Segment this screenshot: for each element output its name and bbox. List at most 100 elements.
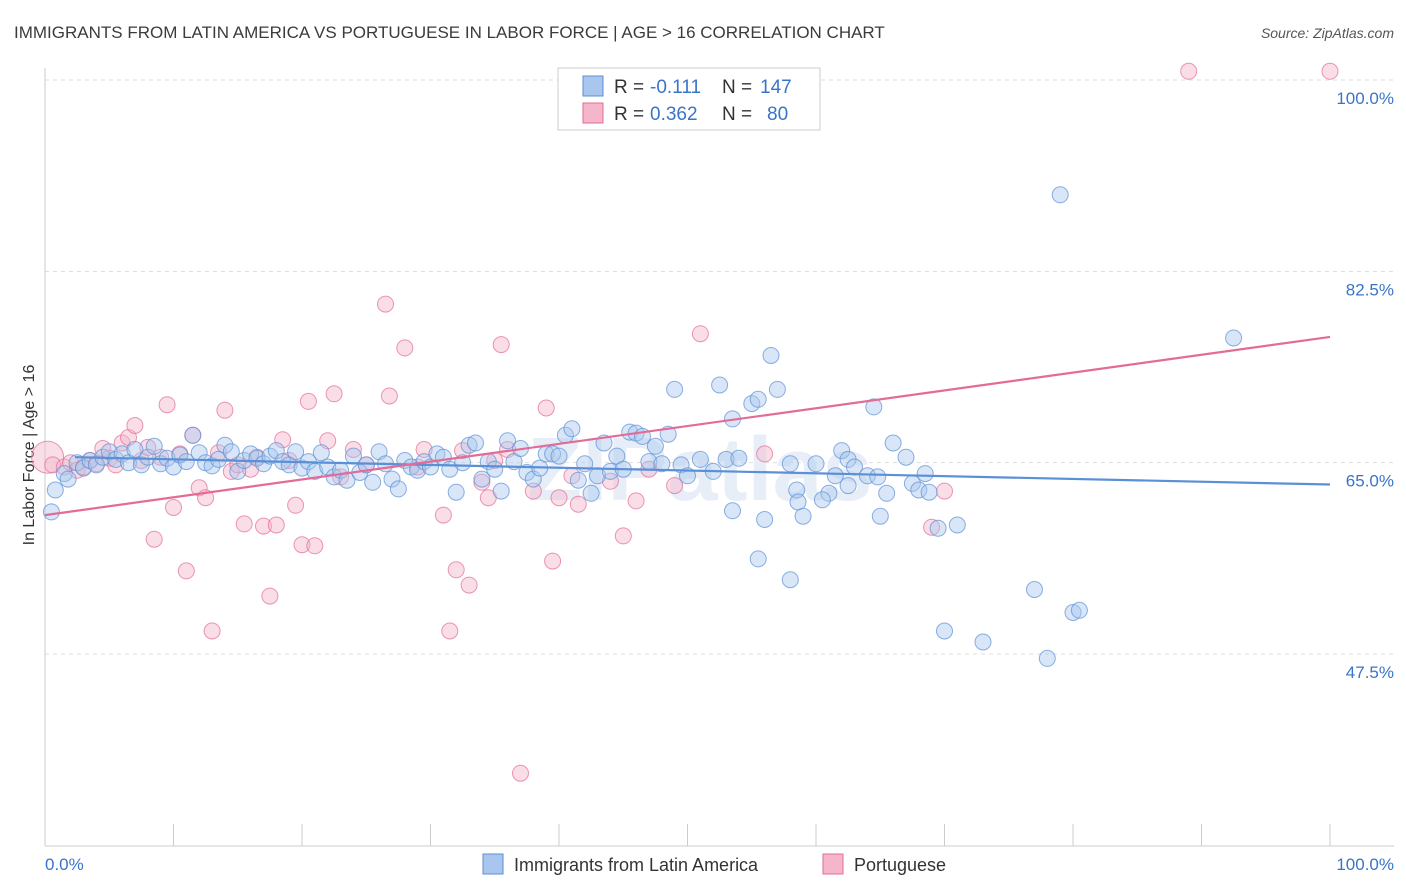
point-blue-103 xyxy=(717,450,735,468)
point-pink-65 xyxy=(544,552,562,570)
point-pink-53 xyxy=(441,622,459,640)
point-blue-74 xyxy=(518,464,536,481)
grid-lines xyxy=(45,79,1394,655)
point-pink-47 xyxy=(377,295,394,313)
point-blue-142 xyxy=(839,477,857,495)
point-blue-124 xyxy=(884,434,902,452)
point-blue-117 xyxy=(833,442,851,460)
point-blue-78 xyxy=(544,445,562,463)
point-pink-75 xyxy=(923,518,941,536)
point-blue-25 xyxy=(203,457,221,475)
point-pink-56 xyxy=(460,576,478,594)
point-blue-75 xyxy=(524,470,542,488)
point-blue-129 xyxy=(929,519,947,537)
bottom-legend-swatch-pink xyxy=(822,853,844,875)
y-axis-label: In Labor Force | Age > 16 xyxy=(21,365,38,546)
point-pink-76 xyxy=(936,482,953,500)
point-blue-49 xyxy=(357,456,375,474)
point-blue-95 xyxy=(653,455,671,473)
legend-box: R = -0.111 N = 147 R = 0.362 N = 80 xyxy=(557,67,821,131)
point-pink-38 xyxy=(287,496,305,514)
point-blue-98 xyxy=(672,456,690,474)
point-pink-30 xyxy=(235,515,253,533)
point-pink-0 xyxy=(31,440,65,474)
point-blue-65 xyxy=(460,436,478,454)
point-blue-105 xyxy=(730,449,748,467)
point-blue-140 xyxy=(781,571,799,589)
point-blue-122 xyxy=(871,507,889,525)
point-pink-37 xyxy=(280,452,298,469)
point-pink-19 xyxy=(165,499,182,516)
point-pink-18 xyxy=(158,396,176,414)
trend-lines xyxy=(44,335,1331,517)
point-pink-16 xyxy=(145,530,163,548)
point-pink-45 xyxy=(344,441,362,458)
point-pink-21 xyxy=(177,562,195,580)
point-blue-0 xyxy=(42,503,60,521)
point-blue-128 xyxy=(920,483,938,501)
point-pink-70 xyxy=(614,527,632,545)
point-blue-139 xyxy=(749,550,767,568)
point-blue-38 xyxy=(287,443,305,461)
point-blue-130 xyxy=(936,622,953,640)
point-blue-134 xyxy=(1038,649,1056,667)
point-blue-87 xyxy=(601,462,619,480)
bottom-legend-label-blue: Immigrants from Latin America xyxy=(514,855,759,875)
point-blue-22 xyxy=(184,426,202,444)
point-blue-126 xyxy=(910,481,928,499)
point-pink-51 xyxy=(415,441,433,458)
point-pink-28 xyxy=(222,462,240,480)
point-pink-35 xyxy=(267,516,285,534)
point-pink-34 xyxy=(261,587,279,605)
point-blue-109 xyxy=(762,347,780,364)
point-blue-144 xyxy=(826,467,844,485)
point-blue-146 xyxy=(897,448,915,466)
point-blue-123 xyxy=(878,484,896,502)
data-points xyxy=(31,62,1339,782)
point-blue-63 xyxy=(447,483,465,501)
point-blue-82 xyxy=(569,471,587,489)
point-pink-74 xyxy=(691,325,709,343)
point-blue-70 xyxy=(492,482,510,500)
legend-n-value-blue: 147 xyxy=(760,77,792,98)
point-pink-25 xyxy=(203,622,221,640)
bottom-legend: Immigrants from Latin America Portuguese xyxy=(482,853,946,875)
point-pink-77 xyxy=(1180,62,1198,80)
y-tick-label-2: 82.5% xyxy=(1346,280,1394,299)
trend-line-blue xyxy=(74,456,1331,486)
point-blue-111 xyxy=(781,455,799,473)
point-blue-116 xyxy=(820,484,838,502)
point-blue-110 xyxy=(768,380,786,398)
y-tick-label-0: 47.5% xyxy=(1346,663,1394,682)
y-tick-labels: 47.5% 65.0% 82.5% 100.0% xyxy=(1336,89,1394,682)
point-blue-67 xyxy=(473,470,491,488)
legend-swatch-pink xyxy=(582,102,604,124)
point-blue-29 xyxy=(229,462,247,480)
point-blue-135 xyxy=(1051,186,1069,204)
point-pink-63 xyxy=(524,482,542,500)
point-blue-99 xyxy=(679,467,696,485)
point-pink-71 xyxy=(627,492,645,510)
point-pink-60 xyxy=(492,336,510,354)
x-tick-marks xyxy=(44,824,1331,846)
point-pink-27 xyxy=(216,401,234,419)
point-blue-145 xyxy=(869,468,887,486)
point-pink-23 xyxy=(190,479,208,497)
point-blue-131 xyxy=(948,516,966,534)
point-blue-137 xyxy=(1070,601,1088,619)
point-blue-133 xyxy=(1026,581,1043,598)
trend-line-pink xyxy=(44,335,1331,517)
point-pink-52 xyxy=(434,506,452,524)
legend-r-value-pink: 0.362 xyxy=(650,104,698,125)
point-blue-138 xyxy=(1225,329,1243,347)
point-blue-141 xyxy=(813,491,831,509)
point-blue-107 xyxy=(749,390,767,408)
point-pink-48 xyxy=(380,387,398,405)
point-blue-132 xyxy=(974,633,992,651)
point-blue-71 xyxy=(499,432,517,450)
point-blue-136 xyxy=(1064,604,1082,621)
legend-r-value-blue: -0.111 xyxy=(650,77,701,98)
point-blue-42 xyxy=(312,444,330,462)
point-blue-143 xyxy=(724,502,741,520)
